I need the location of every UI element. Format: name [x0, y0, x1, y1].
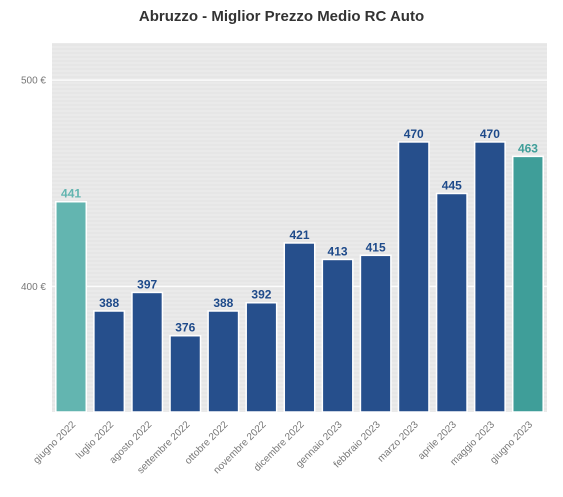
- bar: [397, 141, 430, 413]
- data-label: 445: [442, 178, 462, 192]
- bar: [511, 155, 544, 413]
- data-label: 413: [328, 244, 348, 258]
- data-label: 470: [480, 127, 500, 141]
- bar: [321, 258, 354, 413]
- x-tick-label: giugno 2022: [31, 419, 78, 466]
- data-label: 388: [99, 296, 119, 310]
- bar: [93, 310, 126, 413]
- bar: [473, 141, 506, 413]
- value-labels-group: 441 388 397 376 388 392 421 413 415 470 445 470 463: [61, 127, 538, 335]
- bar: [55, 200, 88, 413]
- y-axis-ticks: 400 € 500 €: [21, 76, 46, 293]
- data-label: 463: [518, 141, 538, 155]
- data-label: 388: [213, 296, 233, 310]
- bar: [283, 242, 316, 413]
- chart-title: Abruzzo - Miglior Prezzo Medio RC Auto: [138, 8, 425, 25]
- data-label: 376: [175, 321, 195, 335]
- y-tick-label: 400 €: [21, 282, 46, 293]
- bar: [207, 310, 240, 413]
- data-label: 421: [289, 228, 309, 242]
- data-label: 397: [137, 277, 157, 291]
- data-label: 441: [61, 187, 81, 201]
- bars-group: [55, 141, 544, 413]
- bar: [169, 334, 202, 413]
- y-tick-label: 500 €: [21, 76, 46, 87]
- bar: [435, 192, 468, 413]
- bar: [359, 254, 392, 413]
- bar: [245, 301, 278, 413]
- x-tick-label: marzo 2023: [376, 419, 421, 464]
- data-label: 392: [251, 288, 271, 302]
- data-label: 470: [404, 127, 424, 141]
- data-label: 415: [366, 240, 386, 254]
- bar: [131, 291, 164, 413]
